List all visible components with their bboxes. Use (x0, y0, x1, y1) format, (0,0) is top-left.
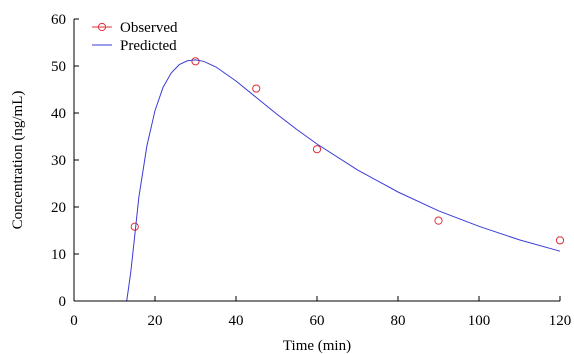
legend-observed-marker (97, 22, 107, 32)
x-tick-label: 100 (468, 313, 491, 329)
x-tick-label: 60 (310, 313, 325, 329)
predicted-line (74, 59, 561, 302)
y-tick-label: 50 (51, 59, 66, 75)
y-ticks: 0 10 20 30 40 50 60 (51, 12, 79, 310)
observed-point (434, 216, 443, 225)
x-axis-title: Time (min) (283, 338, 351, 354)
legend: Observed Predicted (92, 20, 178, 54)
x-tick-label: 20 (148, 313, 163, 329)
y-tick-label: 20 (51, 200, 66, 216)
observed-point (252, 84, 261, 93)
y-tick-label: 30 (51, 153, 66, 169)
x-tick-label: 40 (229, 313, 244, 329)
x-tick-label: 0 (70, 313, 78, 329)
y-axis-title: Concentration (ng/mL) (10, 91, 26, 230)
observed-point (312, 145, 322, 154)
plot-area (74, 57, 565, 302)
y-tick-label: 0 (59, 294, 67, 310)
legend-predicted-label: Predicted (120, 38, 177, 54)
x-tick-label: 120 (549, 313, 572, 329)
x-tick-label: 80 (391, 313, 406, 329)
y-tick-label: 10 (51, 247, 66, 263)
y-tick-label: 40 (51, 106, 66, 122)
legend-observed-label: Observed (120, 20, 178, 36)
x-ticks: 0 20 40 60 80 100 120 (70, 296, 571, 329)
observed-point (130, 222, 139, 231)
y-tick-label: 60 (51, 12, 66, 28)
observed-point (191, 57, 200, 66)
observed-point (555, 236, 565, 245)
